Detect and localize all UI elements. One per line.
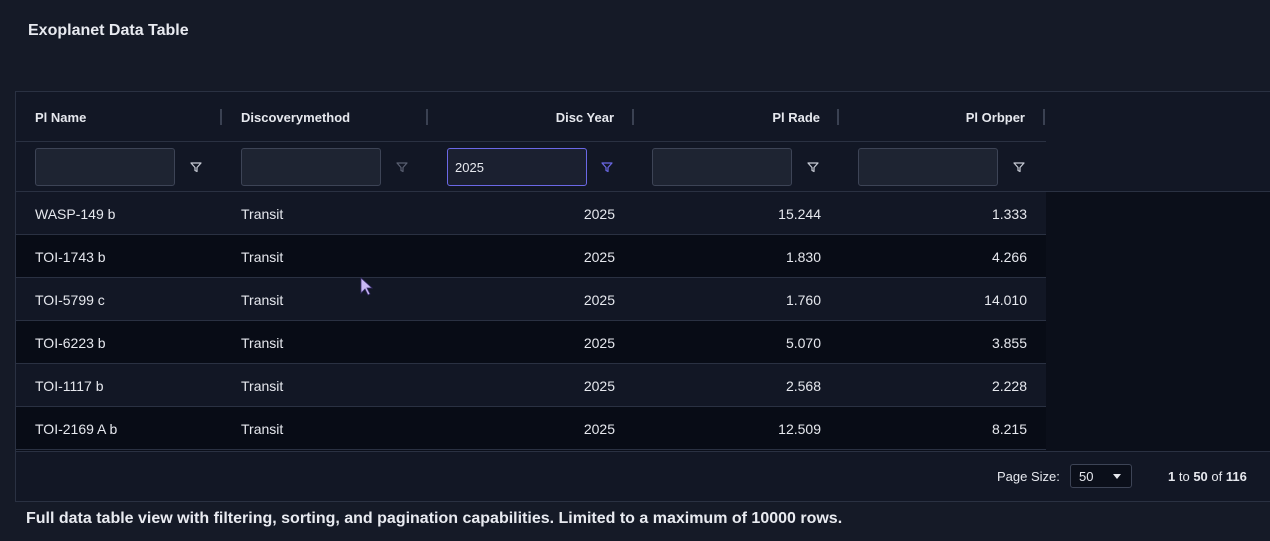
cell-disc-year[interactable]: 2025 [583, 291, 615, 308]
cell-pl-name[interactable]: TOI-1743 b [35, 248, 106, 265]
page-size-select[interactable]: 50 [1070, 464, 1132, 488]
column-resize-handle[interactable] [632, 109, 634, 125]
cell-pl-rade[interactable]: 15.244 [778, 205, 821, 222]
filter-icon[interactable] [806, 160, 820, 174]
cell-pl-orbper[interactable]: 4.266 [991, 248, 1027, 265]
cell-discoverymethod[interactable]: Transit [241, 248, 284, 265]
cell-pl-name[interactable]: WASP-149 b [35, 205, 116, 222]
filter-input-discoverymethod[interactable] [241, 148, 381, 186]
table-row[interactable]: TOI-1117 b Transit 2025 2.568 2.228 [16, 364, 1046, 407]
filter-input-disc-year[interactable] [447, 148, 587, 186]
filter-row [16, 142, 1046, 192]
column-header-pl-orbper[interactable]: Pl Orbper [839, 92, 1044, 142]
cell-disc-year[interactable]: 2025 [583, 334, 615, 351]
column-header-label: Pl Orbper [965, 109, 1025, 125]
column-header-pl-rade[interactable]: Pl Rade [634, 92, 839, 142]
grid-body: WASP-149 b Transit 2025 15.244 1.333 TOI… [16, 192, 1046, 450]
cell-pl-rade[interactable]: 12.509 [778, 420, 821, 437]
cell-pl-rade[interactable]: 1.760 [785, 291, 821, 308]
cell-disc-year[interactable]: 2025 [583, 377, 615, 394]
table-row[interactable]: TOI-6223 b Transit 2025 5.070 3.855 [16, 321, 1046, 364]
cell-pl-orbper[interactable]: 3.855 [991, 334, 1027, 351]
grid-header: Pl Name Discoverymethod Disc Year Pl Rad… [16, 92, 1270, 192]
page-title: Exoplanet Data Table [28, 22, 189, 39]
chevron-down-icon [1113, 474, 1121, 479]
table-row[interactable]: TOI-1743 b Transit 2025 1.830 4.266 [16, 235, 1046, 278]
filter-icon[interactable] [189, 160, 203, 174]
mouse-pointer-icon [360, 277, 374, 296]
column-resize-handle[interactable] [426, 109, 428, 125]
column-header-label: Discoverymethod [241, 109, 351, 125]
cell-pl-name[interactable]: TOI-1117 b [35, 377, 104, 394]
filter-cell-pl-rade [634, 142, 840, 192]
filter-input-pl-orbper[interactable] [858, 148, 998, 186]
range-start: 1 [1168, 469, 1176, 484]
cell-discoverymethod[interactable]: Transit [241, 377, 284, 394]
column-header-discoverymethod[interactable]: Discoverymethod [222, 92, 427, 142]
table-row[interactable]: TOI-5799 c Transit 2025 1.760 14.010 [16, 278, 1046, 321]
cell-pl-orbper[interactable]: 14.010 [984, 291, 1027, 308]
range-to: to [1178, 469, 1190, 484]
pagination-panel: Page Size: 50 1 to 50 of 116 [16, 451, 1270, 501]
cell-disc-year[interactable]: 2025 [583, 205, 615, 222]
filter-cell-pl-name [16, 142, 222, 192]
column-header-label: Pl Name [35, 109, 87, 125]
column-resize-handle[interactable] [837, 109, 839, 125]
table-row[interactable]: TOI-2169 A b Transit 2025 12.509 8.215 [16, 407, 1046, 450]
cell-pl-orbper[interactable]: 8.215 [991, 420, 1027, 437]
cell-pl-name[interactable]: TOI-5799 c [35, 291, 105, 308]
table-row[interactable]: WASP-149 b Transit 2025 15.244 1.333 [16, 192, 1046, 235]
cell-discoverymethod[interactable]: Transit [241, 420, 284, 437]
row-total: 116 [1225, 469, 1247, 484]
range-of: of [1211, 469, 1223, 484]
column-resize-handle[interactable] [220, 109, 222, 125]
filter-input-pl-rade[interactable] [652, 148, 792, 186]
cell-discoverymethod[interactable]: Transit [241, 334, 284, 351]
column-header-row: Pl Name Discoverymethod Disc Year Pl Rad… [16, 92, 1046, 142]
data-grid: Pl Name Discoverymethod Disc Year Pl Rad… [15, 91, 1270, 502]
pagination-summary: 1 to 50 of 116 [1168, 469, 1247, 484]
cell-pl-orbper[interactable]: 2.228 [991, 377, 1027, 394]
page-size-value: 50 [1079, 469, 1094, 484]
column-header-pl-name[interactable]: Pl Name [16, 92, 221, 142]
cell-disc-year[interactable]: 2025 [583, 420, 615, 437]
column-header-label: Pl Rade [772, 109, 820, 125]
column-resize-handle[interactable] [1043, 109, 1045, 125]
cell-pl-rade[interactable]: 2.568 [785, 377, 821, 394]
filter-icon[interactable] [600, 160, 614, 174]
column-header-disc-year[interactable]: Disc Year [428, 92, 633, 142]
filter-cell-discoverymethod [222, 142, 428, 192]
cell-pl-name[interactable]: TOI-2169 A b [35, 420, 118, 437]
cell-pl-rade[interactable]: 5.070 [785, 334, 821, 351]
filter-icon[interactable] [1012, 160, 1026, 174]
cell-pl-orbper[interactable]: 1.333 [991, 205, 1027, 222]
cell-pl-name[interactable]: TOI-6223 b [35, 334, 106, 351]
filter-input-pl-name[interactable] [35, 148, 175, 186]
cell-discoverymethod[interactable]: Transit [241, 291, 284, 308]
cell-pl-rade[interactable]: 1.830 [785, 248, 821, 265]
page-size-label: Page Size: [997, 469, 1060, 484]
range-end: 50 [1193, 469, 1208, 484]
cell-discoverymethod[interactable]: Transit [241, 205, 284, 222]
cell-disc-year[interactable]: 2025 [583, 248, 615, 265]
filter-cell-pl-orbper [840, 142, 1046, 192]
table-caption: Full data table view with filtering, sor… [26, 510, 843, 527]
filter-icon[interactable] [395, 160, 409, 174]
column-header-label: Disc Year [555, 109, 614, 125]
filter-cell-disc-year [428, 142, 634, 192]
